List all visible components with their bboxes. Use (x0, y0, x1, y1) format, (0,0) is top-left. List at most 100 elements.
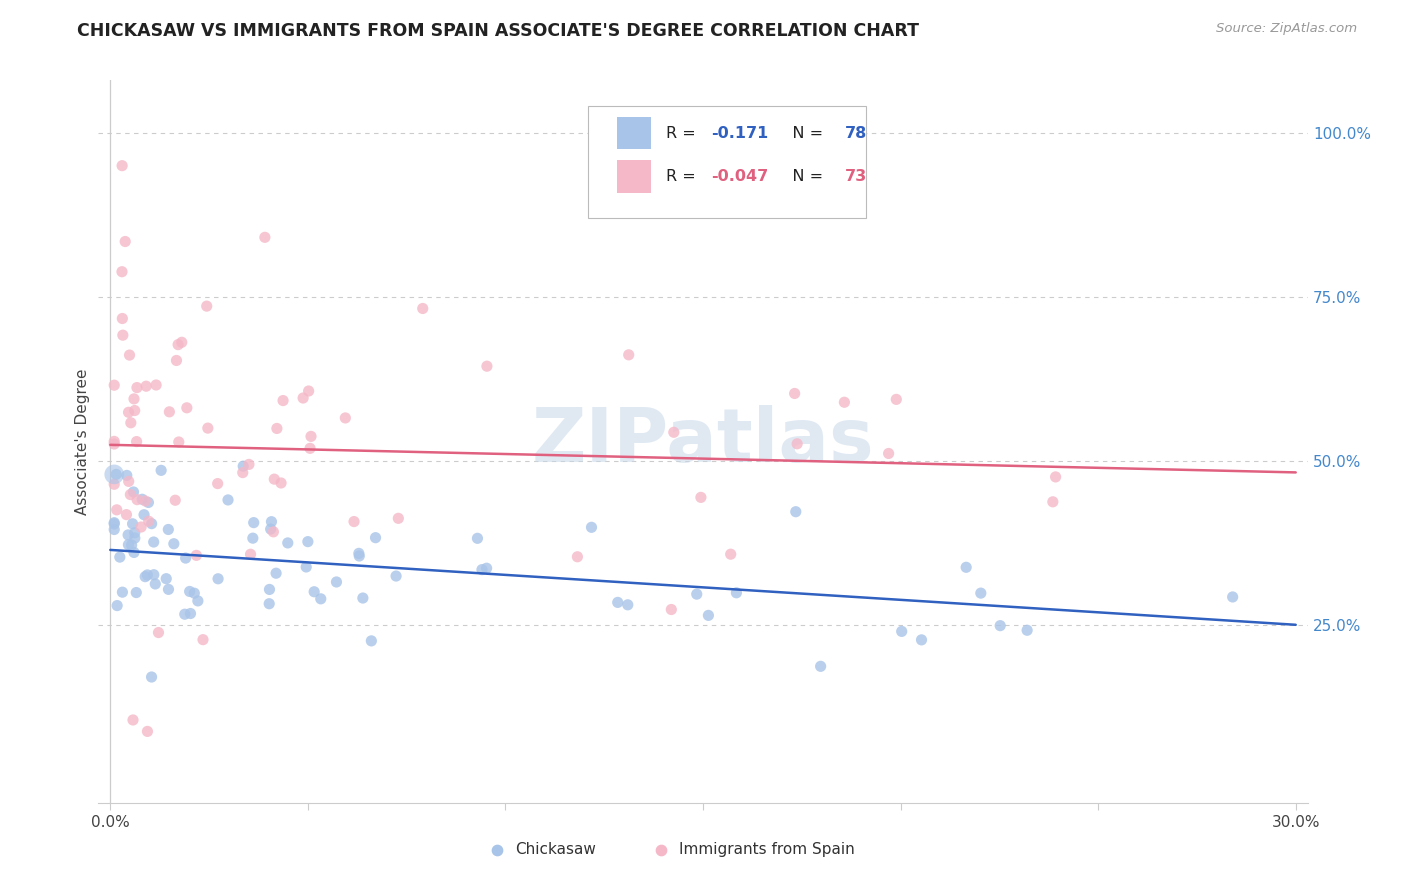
Point (309, 591, 332, 606)
Point (725, 586, 748, 600)
Point (121, 516, 143, 531)
Point (266, 421, 288, 435)
Point (120, 487, 142, 501)
Text: N =: N = (776, 169, 828, 184)
Point (174, 551, 197, 566)
Point (122, 485, 145, 500)
Point (148, 625, 170, 640)
Point (187, 594, 209, 608)
Point (299, 442, 322, 456)
Point (103, 467, 125, 482)
Point (103, 378, 125, 392)
Point (142, 567, 165, 582)
FancyBboxPatch shape (617, 161, 651, 193)
Point (183, 586, 205, 600)
Point (103, 477, 125, 491)
Point (157, 523, 180, 537)
Point (262, 524, 284, 539)
Point (127, 492, 149, 507)
Point (105, 503, 128, 517)
Point (785, 505, 807, 519)
Point (471, 563, 494, 577)
Point (207, 572, 229, 586)
Point (132, 508, 155, 522)
Point (124, 531, 146, 545)
Point (134, 494, 156, 508)
Point (141, 516, 163, 531)
Text: Immigrants from Spain: Immigrants from Spain (679, 842, 855, 857)
Point (145, 378, 167, 392)
Point (475, 561, 498, 575)
Point (217, 492, 239, 507)
Point (103, 523, 125, 537)
Text: ZIPatlas: ZIPatlas (531, 405, 875, 478)
Point (111, 265, 134, 279)
Point (988, 618, 1011, 632)
Point (117, 538, 139, 552)
Point (155, 572, 177, 586)
Point (1403, 825, 1406, 839)
Point (138, 514, 160, 528)
Point (834, 395, 856, 409)
Point (108, 550, 131, 565)
Point (257, 597, 280, 611)
Point (103, 434, 125, 449)
Point (1222, 590, 1244, 604)
Point (141, 670, 163, 684)
Text: Chickasaw: Chickasaw (516, 842, 596, 857)
Point (138, 495, 160, 509)
Point (150, 463, 173, 477)
Point (179, 607, 201, 621)
Point (890, 624, 912, 639)
Point (238, 458, 260, 472)
Point (364, 531, 387, 545)
Point (970, 586, 993, 600)
Point (232, 459, 254, 474)
Point (385, 569, 408, 583)
Point (242, 531, 264, 545)
Point (136, 724, 159, 739)
Point (125, 434, 148, 449)
Point (166, 353, 188, 368)
Point (122, 713, 145, 727)
Point (134, 569, 156, 583)
Point (260, 515, 283, 529)
Point (118, 348, 141, 362)
Point (955, 560, 977, 574)
Text: -0.171: -0.171 (711, 126, 769, 141)
Text: Source: ZipAtlas.com: Source: ZipAtlas.com (1216, 22, 1357, 36)
Point (115, 508, 138, 522)
FancyBboxPatch shape (588, 105, 866, 218)
Point (910, 632, 932, 647)
Point (412, 301, 434, 316)
Text: 78: 78 (845, 126, 866, 141)
Text: 73: 73 (845, 169, 866, 184)
Point (115, 468, 138, 483)
Point (734, 204, 756, 219)
Point (118, 475, 141, 489)
Point (105, 467, 128, 482)
Point (176, 401, 198, 415)
Point (173, 607, 195, 622)
Point (122, 392, 145, 406)
Point (191, 632, 214, 647)
Point (125, 585, 148, 599)
Y-axis label: Associate's Degree: Associate's Degree (75, 368, 90, 515)
Point (124, 403, 146, 417)
Point (352, 591, 374, 605)
Point (105, 599, 128, 613)
Point (207, 476, 229, 491)
Text: R =: R = (665, 169, 700, 184)
Point (270, 475, 292, 490)
Point (114, 235, 136, 249)
Point (325, 574, 347, 589)
Point (122, 545, 145, 559)
Point (103, 437, 125, 451)
Point (581, 520, 603, 534)
Point (720, 547, 742, 561)
Point (1017, 624, 1039, 638)
Point (877, 446, 900, 460)
Point (103, 516, 125, 530)
Point (475, 359, 498, 374)
Text: N =: N = (776, 126, 828, 141)
